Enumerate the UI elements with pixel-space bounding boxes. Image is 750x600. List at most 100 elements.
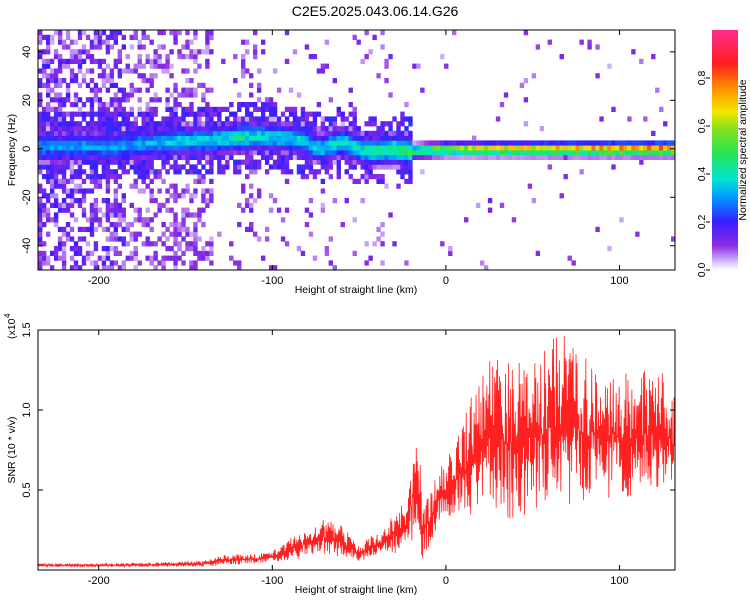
- heatmap-cell: [69, 164, 75, 170]
- heatmap-cell: [372, 116, 377, 122]
- heatmap-cell: [631, 154, 636, 160]
- heatmap-cell: [165, 154, 170, 160]
- heatmap-cell: [53, 202, 59, 208]
- heatmap-cell: [205, 255, 210, 261]
- heatmap-cell: [65, 87, 71, 93]
- heatmap-cell: [145, 150, 150, 156]
- heatmap-cell: [356, 140, 361, 146]
- heatmap-cell: [245, 39, 250, 45]
- heatmap-cell: [109, 97, 115, 103]
- heatmap-cell: [368, 174, 373, 180]
- heatmap-cell: [57, 159, 63, 165]
- heatmap-cell: [380, 222, 385, 228]
- heatmap-cell: [280, 121, 286, 127]
- heatmap-cell: [356, 135, 361, 141]
- heatmap-cell: [169, 154, 174, 160]
- heatmap-cell: [595, 150, 600, 156]
- heatmap-cell: [38, 159, 43, 165]
- heatmap-cell: [312, 169, 318, 175]
- heatmap-cell: [245, 164, 250, 170]
- heatmap-cell: [452, 150, 457, 156]
- heatmap-cell: [252, 231, 258, 237]
- heatmap-cell: [256, 82, 262, 88]
- heatmap-cell: [169, 106, 174, 112]
- heatmap-cell: [137, 111, 142, 117]
- heatmap-cell: [61, 198, 67, 204]
- heatmap-cell: [97, 135, 103, 141]
- heatmap-cell: [121, 126, 126, 132]
- heatmap-cell: [101, 102, 107, 108]
- heatmap-cell: [193, 140, 198, 146]
- heatmap-cell: [503, 140, 509, 146]
- heatmap-cell: [559, 154, 564, 160]
- heatmap-cell: [69, 178, 75, 184]
- heatmap-cell: [408, 150, 413, 156]
- heatmap-cell: [380, 164, 385, 170]
- heatmap-cell: [157, 63, 162, 69]
- heatmap-cell: [268, 116, 274, 122]
- heatmap-cell: [312, 140, 318, 146]
- heatmap-cell: [101, 68, 107, 74]
- heatmap-cell: [109, 34, 115, 40]
- heatmap-cell: [61, 174, 67, 180]
- heatmap-cell: [49, 34, 55, 40]
- heatmap-cell: [113, 135, 119, 141]
- heatmap-cell: [237, 126, 242, 132]
- heatmap-cell: [260, 111, 266, 117]
- heatmap-cell: [157, 54, 162, 60]
- heatmap-cell: [161, 68, 166, 74]
- heatmap-cell: [177, 164, 182, 170]
- heatmap-cell: [272, 116, 278, 122]
- heatmap-cell: [169, 111, 174, 117]
- heatmap-cell: [643, 140, 648, 146]
- heatmap-cell: [296, 135, 302, 141]
- heatmap-cell: [53, 82, 59, 88]
- heatmap-cell: [161, 140, 166, 146]
- heatmap-cell: [193, 68, 198, 74]
- heatmap-cell: [57, 97, 63, 103]
- heatmap-cell: [623, 154, 628, 160]
- heatmap-cell: [149, 164, 154, 170]
- heatmap-cell: [635, 231, 640, 237]
- heatmap-cell: [93, 121, 99, 127]
- heatmap-cell: [133, 250, 138, 256]
- heatmap-cell: [252, 121, 258, 127]
- heatmap-cell: [177, 246, 182, 252]
- heatmap-cell: [117, 140, 123, 146]
- heatmap-cell: [61, 178, 67, 184]
- heatmap-cell: [217, 140, 222, 146]
- heatmap-cell: [456, 150, 461, 156]
- spectrogram-x-ticks: -200 -100 0 100: [88, 30, 629, 287]
- heatmap-cell: [364, 164, 369, 170]
- heatmap-cell: [165, 246, 170, 252]
- heatmap-cell: [145, 106, 150, 112]
- heatmap-cell: [567, 140, 572, 146]
- heatmap-cell: [205, 34, 210, 40]
- heatmap-cell: [53, 68, 59, 74]
- heatmap-cell: [328, 145, 334, 151]
- heatmap-cell: [38, 34, 43, 40]
- heatmap-cell: [61, 97, 67, 103]
- heatmap-cell: [173, 164, 178, 170]
- heatmap-cell: [97, 222, 103, 228]
- heatmap-cell: [400, 145, 405, 151]
- heatmap-cell: [38, 135, 43, 141]
- heatmap-cell: [344, 198, 349, 204]
- heatmap-cell: [193, 145, 198, 151]
- heatmap-cell: [53, 169, 59, 175]
- heatmap-cell: [153, 255, 158, 261]
- heatmap-cell: [316, 130, 322, 136]
- snr-multiplier-exponent: 4: [3, 313, 12, 318]
- heatmap-cell: [105, 87, 111, 93]
- heatmap-cell: [109, 116, 115, 122]
- heatmap-cell: [193, 188, 198, 194]
- heatmap-cell: [487, 150, 493, 156]
- heatmap-cell: [161, 150, 166, 156]
- heatmap-cell: [352, 150, 357, 156]
- heatmap-cell: [408, 145, 413, 151]
- heatmap-cell: [137, 126, 142, 132]
- heatmap-cell: [101, 169, 107, 175]
- heatmap-cell: [205, 63, 210, 69]
- heatmap-cell: [201, 126, 206, 132]
- heatmap-cell: [89, 212, 95, 218]
